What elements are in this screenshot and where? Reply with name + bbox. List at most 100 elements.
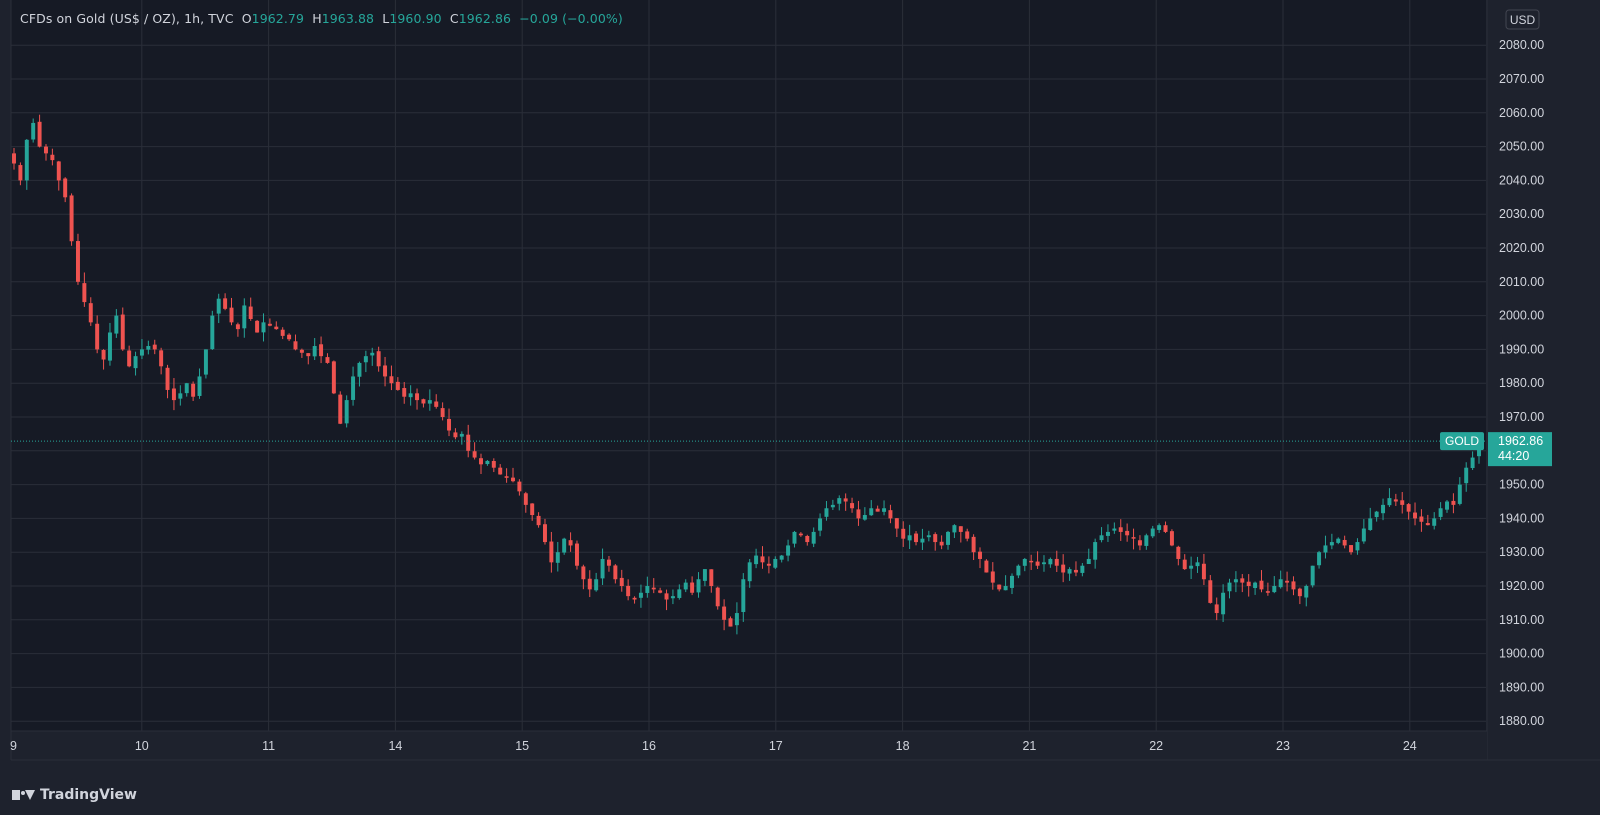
candle-up <box>555 552 560 563</box>
candle-up <box>1221 592 1226 615</box>
price-tick-label: 2070.00 <box>1499 72 1544 86</box>
candle-down <box>1425 523 1430 526</box>
candle-down <box>805 535 810 543</box>
symbol-legend[interactable]: CFDs on Gold (US$ / OZ), 1h, TVC O1962.7… <box>20 11 623 26</box>
low-value: 1960.90 <box>389 11 442 26</box>
candle-down <box>472 451 477 458</box>
candle-down <box>88 303 93 323</box>
candle-down <box>523 493 528 505</box>
change-value: −0.09 (−0.00%) <box>519 11 623 26</box>
candle-down <box>75 241 80 282</box>
candle-down <box>18 165 23 181</box>
candle-down <box>517 481 522 492</box>
candle-up <box>1438 508 1443 517</box>
currency-badge[interactable] <box>1505 9 1540 30</box>
candle-down <box>287 334 292 340</box>
candle-up <box>779 555 784 560</box>
grid-lines <box>11 0 1486 731</box>
candle-up <box>882 508 887 512</box>
candle-down <box>1214 604 1219 614</box>
candle-down <box>1291 581 1296 590</box>
price-axis[interactable] <box>1487 0 1600 760</box>
candle-up <box>946 531 951 545</box>
candle-down <box>63 178 68 198</box>
candle-up <box>363 356 368 363</box>
candle-down <box>331 361 336 394</box>
candle-down <box>536 515 541 526</box>
candle-up <box>197 376 202 396</box>
candle-down <box>165 367 170 390</box>
candle-down <box>95 323 100 350</box>
candle-up <box>1304 586 1309 598</box>
date-tick-label: 14 <box>388 739 402 753</box>
candle-down <box>255 320 260 333</box>
candle-down <box>574 543 579 566</box>
candle-down <box>728 618 733 627</box>
tradingview-branding[interactable]: TradingView <box>12 787 137 803</box>
price-tick-label: 2060.00 <box>1499 106 1544 120</box>
price-tick-label: 2030.00 <box>1499 207 1544 221</box>
candle-down <box>453 432 458 438</box>
candle-down <box>651 587 656 590</box>
candle-up <box>107 332 112 361</box>
candle-up <box>114 315 119 334</box>
candle-down <box>338 394 343 424</box>
candle-up <box>1233 579 1238 583</box>
candle-down <box>1393 499 1398 502</box>
candle-down <box>101 350 106 360</box>
candle-down <box>44 146 48 154</box>
candle-up <box>1432 518 1437 526</box>
candle-up <box>1445 501 1449 510</box>
price-tick-label: 1930.00 <box>1499 545 1544 559</box>
time-axis[interactable] <box>11 731 1487 761</box>
candle-up <box>1381 504 1386 514</box>
candle-up <box>677 589 682 598</box>
candle-down <box>619 577 624 586</box>
candle-up <box>773 558 778 568</box>
candle-up <box>357 362 362 377</box>
candle-up <box>31 122 36 140</box>
candle-down <box>1208 580 1213 603</box>
candle-up <box>1080 565 1085 573</box>
candle-up <box>683 582 688 590</box>
candle-down <box>479 458 483 465</box>
candle-up <box>1323 545 1328 553</box>
symbol-tag-label: GOLD <box>1445 434 1479 448</box>
candle-down <box>856 509 861 519</box>
candle-down <box>530 503 535 516</box>
candle-up <box>926 535 931 538</box>
candle-down <box>568 540 573 546</box>
candle-down <box>229 307 234 323</box>
symbol-tag[interactable]: GOLD <box>1440 432 1484 451</box>
candle-down <box>933 534 938 543</box>
candle-down <box>504 476 509 478</box>
candle-down <box>50 154 55 161</box>
candle-up <box>1253 582 1258 589</box>
candle-down <box>1246 581 1251 586</box>
candle-down <box>766 563 771 566</box>
plot-area <box>11 0 1486 760</box>
candle-down <box>280 329 285 336</box>
price-tick-label: 1890.00 <box>1499 680 1544 694</box>
price-tick-label: 2020.00 <box>1499 241 1544 255</box>
candle-up <box>370 352 375 356</box>
candle-down <box>511 477 515 482</box>
candle-up <box>1067 569 1072 574</box>
candle-down <box>888 510 893 519</box>
candle-down <box>1342 539 1347 546</box>
candle-up <box>702 569 707 581</box>
candle-down <box>1201 563 1206 580</box>
candle-down <box>1265 591 1270 593</box>
open-label: O <box>241 11 252 26</box>
candle-down <box>894 518 899 529</box>
candle-down <box>632 597 637 600</box>
candle-down <box>127 350 132 367</box>
candle-up <box>485 460 490 465</box>
candle-down <box>1137 540 1142 546</box>
candle-up <box>952 525 957 533</box>
last-price-label: 1962.86 44:20 <box>1488 432 1552 467</box>
candle-up <box>754 555 759 565</box>
date-tick-label: 22 <box>1149 739 1163 753</box>
candle-down <box>248 306 253 319</box>
